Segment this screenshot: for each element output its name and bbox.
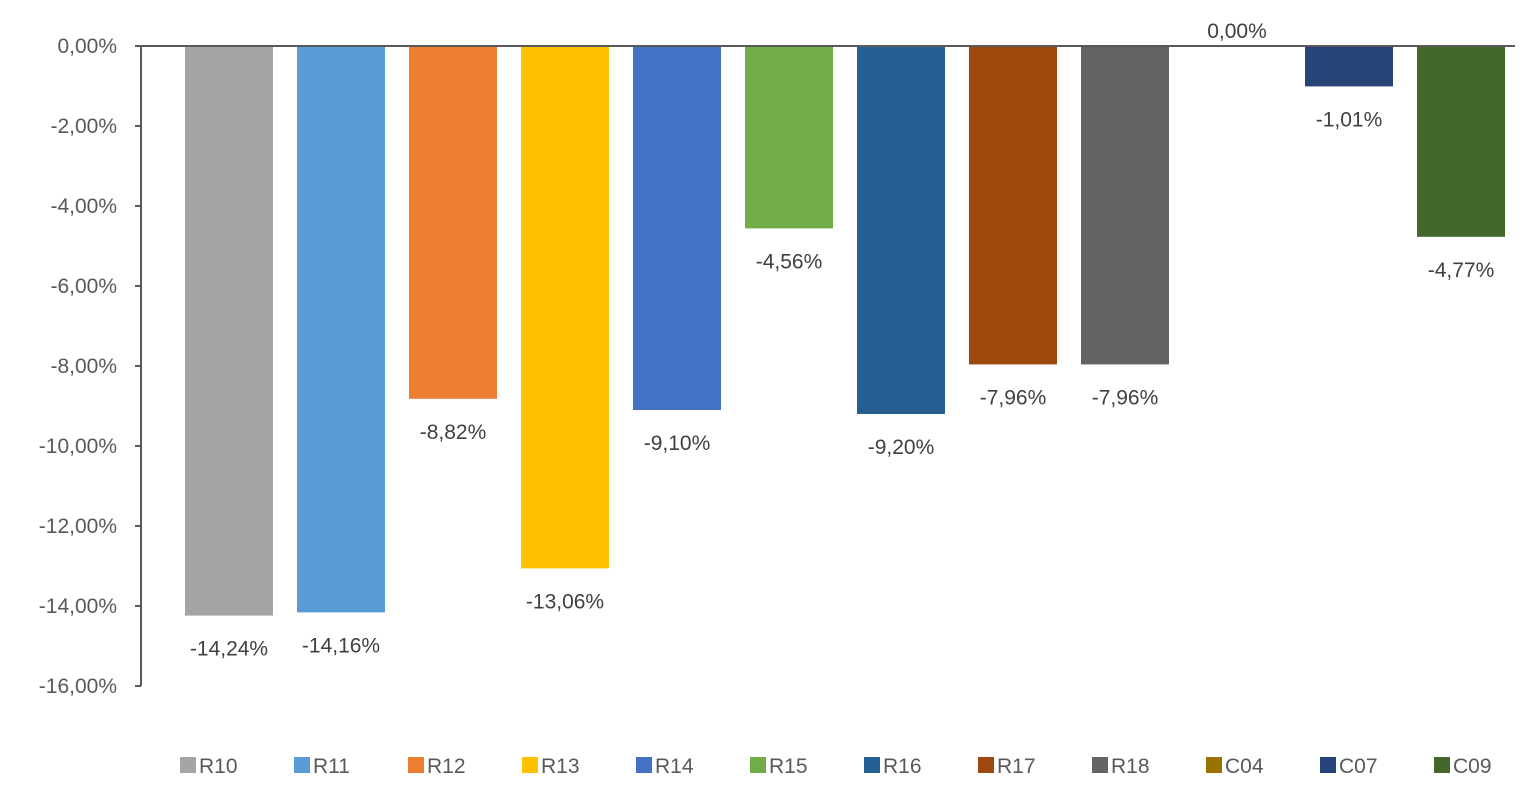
legend-swatch-c09 [1434, 757, 1450, 773]
y-tick-label: -10,00% [39, 435, 117, 458]
legend-swatch-r14 [636, 757, 652, 773]
y-tick-label: -6,00% [50, 275, 117, 298]
data-label-r17: -7,96% [980, 386, 1047, 409]
legend-label-r14: R14 [655, 755, 694, 778]
y-tick-label: -4,00% [50, 195, 117, 218]
bar-c07 [1305, 46, 1393, 87]
data-label-r14: -9,10% [644, 432, 711, 455]
y-tick-label: -12,00% [39, 515, 117, 538]
legend-label-r15: R15 [769, 755, 808, 778]
bar-r14 [633, 46, 721, 410]
legend-label-r16: R16 [883, 755, 922, 778]
legend-swatch-r18 [1092, 757, 1108, 773]
legend-swatch-c04 [1206, 757, 1222, 773]
legend-swatch-r12 [408, 757, 424, 773]
y-tick-label: -16,00% [39, 675, 117, 698]
bar-r10 [185, 46, 273, 616]
bar-r15 [745, 46, 833, 229]
legend-label-c09: C09 [1453, 755, 1492, 778]
bar-c09 [1417, 46, 1505, 237]
bar-r17 [969, 46, 1057, 365]
legend: R10 R11 R12 R13 R14 R15 R16 R17 R18 C04 C07 C09 [180, 755, 1492, 778]
legend-label-r18: R18 [1111, 755, 1150, 778]
bar-r13 [521, 46, 609, 569]
legend-label-r17: R17 [997, 755, 1036, 778]
y-tick-label: -2,00% [50, 115, 117, 138]
legend-swatch-r16 [864, 757, 880, 773]
bar-r18 [1081, 46, 1169, 365]
data-label-c04: 0,00% [1207, 20, 1267, 43]
data-label-r11: -14,16% [302, 634, 380, 657]
bar-r11 [297, 46, 385, 613]
data-label-r13: -13,06% [526, 590, 604, 613]
data-label-r15: -4,56% [756, 250, 823, 273]
legend-label-c07: C07 [1339, 755, 1378, 778]
data-label-c07: -1,01% [1316, 108, 1383, 131]
bar-r12 [409, 46, 497, 399]
legend-swatch-r13 [522, 757, 538, 773]
legend-label-r11: R11 [313, 755, 350, 778]
data-label-r16: -9,20% [868, 436, 935, 459]
y-tick-label: 0,00% [57, 35, 117, 58]
legend-label-r10: R10 [199, 755, 238, 778]
data-label-r10: -14,24% [190, 638, 268, 661]
y-tick-label: -14,00% [39, 595, 117, 618]
legend-swatch-c07 [1320, 757, 1336, 773]
y-tick-label: -8,00% [50, 355, 117, 378]
data-label-c09: -4,77% [1428, 259, 1495, 282]
legend-swatch-r15 [750, 757, 766, 773]
legend-swatch-r10 [180, 757, 196, 773]
data-label-r12: -8,82% [420, 421, 487, 444]
bars-group [185, 46, 1505, 616]
data-label-r18: -7,96% [1092, 386, 1159, 409]
legend-swatch-r11 [294, 757, 310, 773]
y-axis-ticks: 0,00% -2,00% -4,00% -6,00% -8,00% -10,00% -12,… [39, 35, 141, 698]
legend-label-c04: C04 [1225, 755, 1264, 778]
legend-swatch-r17 [978, 757, 994, 773]
legend-label-r12: R12 [427, 755, 466, 778]
legend-label-r13: R13 [541, 755, 580, 778]
data-labels-group: -14,24% -14,16% -8,82% -13,06% -9,10% -4,56% -… [190, 20, 1494, 661]
bar-r16 [857, 46, 945, 414]
